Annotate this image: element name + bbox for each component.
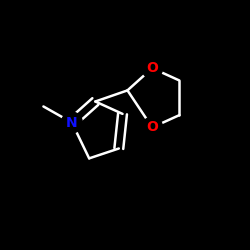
Circle shape — [142, 58, 163, 78]
Circle shape — [142, 117, 163, 138]
Text: N: N — [66, 116, 78, 130]
Text: O: O — [146, 61, 158, 75]
Circle shape — [62, 112, 82, 133]
Text: O: O — [146, 120, 158, 134]
